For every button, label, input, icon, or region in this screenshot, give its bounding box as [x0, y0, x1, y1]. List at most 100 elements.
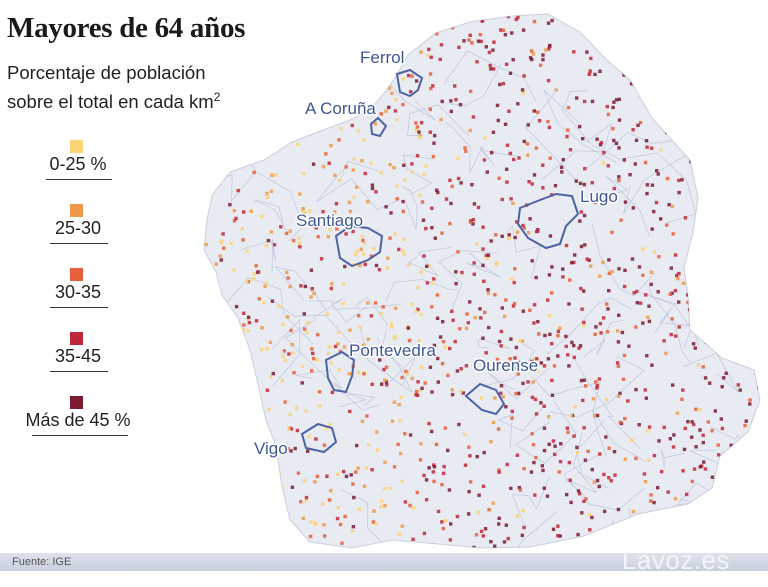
population-cell [288, 229, 292, 233]
population-cell [419, 270, 423, 274]
population-cell [629, 55, 633, 59]
population-cell [584, 384, 588, 388]
population-cell [497, 339, 502, 344]
population-cell [582, 378, 586, 382]
population-cell [720, 426, 725, 431]
population-cell [273, 485, 277, 489]
population-cell [520, 88, 525, 92]
population-cell [317, 55, 321, 60]
population-cell [271, 141, 275, 145]
map-title: Mayores de 64 años [7, 12, 246, 44]
population-cell [609, 479, 613, 483]
population-cell [503, 33, 508, 37]
population-cell [546, 415, 551, 419]
population-cell [742, 536, 746, 541]
population-cell [509, 486, 513, 490]
population-cell [390, 419, 395, 423]
population-cell [427, 466, 431, 470]
population-cell [215, 47, 219, 51]
population-cell [472, 202, 477, 206]
municipal-boundary [204, 391, 217, 469]
population-cell [682, 447, 687, 452]
population-cell [499, 329, 504, 334]
population-cell [655, 169, 659, 173]
population-cell [464, 364, 469, 368]
legend-label-25-30: 25-30 [54, 218, 102, 238]
population-cell [680, 178, 684, 182]
population-cell [510, 31, 514, 35]
population-cell [686, 300, 690, 305]
population-cell [595, 478, 600, 483]
population-cell [589, 264, 593, 268]
population-cell [423, 381, 427, 385]
population-cell [499, 391, 503, 395]
population-cell [546, 78, 551, 83]
population-cell [301, 207, 305, 211]
population-cell [485, 170, 489, 174]
population-cell [432, 141, 436, 145]
population-cell [247, 85, 252, 90]
population-cell [326, 235, 330, 239]
population-cell [681, 281, 686, 285]
population-cell [616, 394, 621, 398]
population-cell [647, 425, 652, 429]
population-cell [660, 469, 664, 474]
population-cell [291, 351, 295, 355]
population-cell [698, 408, 702, 412]
population-cell [724, 70, 729, 74]
population-cell [573, 405, 577, 409]
population-cell [615, 361, 620, 365]
population-cell [205, 24, 209, 29]
population-cell [206, 303, 210, 307]
population-cell [208, 519, 212, 524]
population-cell [418, 135, 422, 140]
population-cell [511, 304, 516, 308]
population-cell [539, 361, 543, 365]
population-cell [348, 209, 353, 214]
population-cell [310, 287, 314, 291]
population-cell [673, 98, 677, 103]
population-cell [522, 139, 526, 144]
population-cell [424, 164, 428, 168]
population-cell [532, 19, 537, 24]
population-cell [428, 72, 433, 76]
population-cell [607, 271, 611, 276]
population-cell [455, 369, 460, 373]
population-cell [679, 48, 683, 52]
population-cell [729, 471, 733, 475]
legend-item-0-25: 0-25 % [0, 132, 160, 192]
population-cell [594, 380, 598, 384]
population-cell [551, 439, 556, 443]
population-cell [450, 309, 454, 313]
population-cell [261, 121, 265, 125]
population-cell [637, 265, 642, 269]
population-cell [434, 21, 438, 26]
population-cell [276, 129, 280, 134]
population-cell [265, 388, 270, 392]
population-cell [692, 90, 696, 94]
population-cell [491, 501, 495, 505]
population-cell [432, 343, 437, 348]
municipal-boundary [511, 477, 550, 528]
population-cell [759, 351, 760, 355]
population-cell [629, 82, 634, 86]
population-cell [440, 482, 444, 487]
population-cell [226, 410, 230, 414]
population-cell [710, 233, 714, 238]
population-cell [260, 33, 265, 38]
population-cell [650, 146, 654, 150]
population-cell [344, 232, 348, 236]
population-cell [546, 120, 550, 124]
population-cell [525, 142, 530, 146]
population-cell [479, 39, 483, 44]
population-cell [583, 167, 587, 171]
population-cell [513, 235, 517, 240]
population-cell [255, 85, 259, 89]
population-cell [377, 268, 382, 272]
population-cell [401, 77, 406, 81]
population-cell [216, 153, 221, 158]
population-cell [588, 528, 592, 532]
population-cell [521, 508, 525, 513]
population-cell [375, 430, 379, 434]
